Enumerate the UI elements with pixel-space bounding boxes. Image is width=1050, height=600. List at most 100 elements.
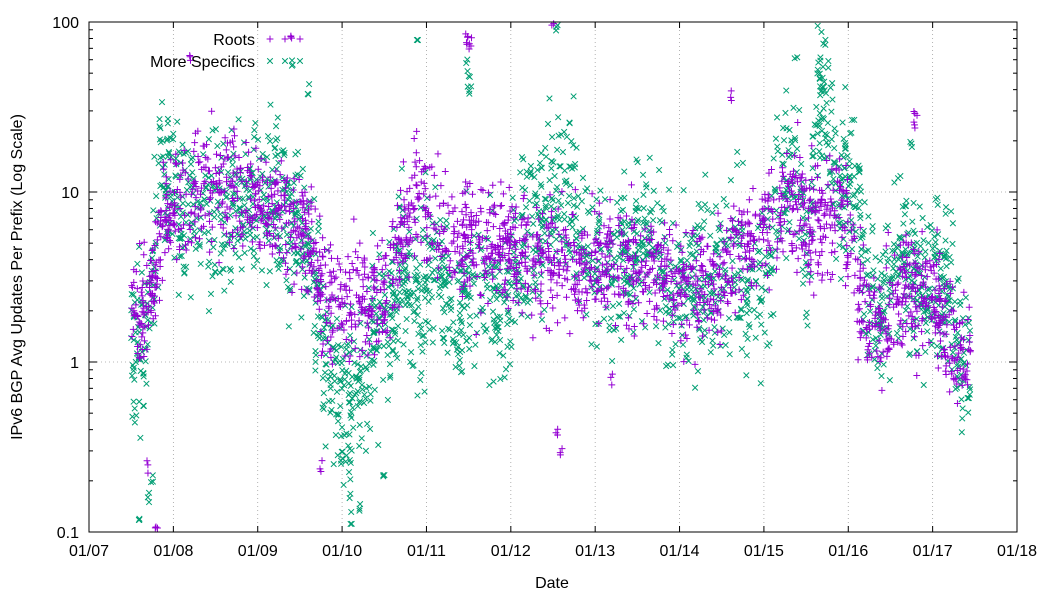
data-point (720, 259, 728, 267)
data-point (423, 224, 431, 231)
data-point (343, 452, 350, 459)
data-point (645, 269, 653, 276)
data-point (480, 322, 487, 329)
data-point (656, 217, 664, 224)
data-point (960, 288, 968, 296)
data-point (682, 229, 690, 236)
data-point (251, 126, 258, 134)
data-point (381, 316, 388, 324)
data-point (563, 133, 571, 140)
data-point (646, 289, 653, 296)
data-point (165, 150, 173, 157)
data-point (220, 266, 227, 273)
data-point (701, 218, 708, 225)
data-point (615, 283, 623, 291)
data-point (463, 253, 471, 260)
data-point (462, 178, 470, 186)
data-point (134, 338, 141, 346)
data-point (890, 261, 898, 268)
data-point (778, 177, 786, 185)
data-point (217, 211, 224, 218)
data-point (345, 468, 353, 476)
data-point (443, 217, 450, 224)
data-point (829, 79, 836, 87)
data-point (739, 159, 746, 167)
outlier-point (934, 201, 941, 208)
data-point (551, 223, 559, 231)
data-point (346, 399, 354, 406)
data-point (613, 325, 620, 332)
data-point (530, 220, 537, 227)
data-point (597, 187, 604, 194)
data-point (429, 339, 436, 346)
data-point (276, 171, 284, 179)
data-point (856, 223, 864, 231)
data-point (965, 303, 973, 311)
data-point (561, 178, 569, 185)
data-point (639, 250, 647, 257)
data-point (489, 336, 496, 343)
x-tick-label: 01/11 (407, 543, 446, 560)
data-point (858, 252, 865, 259)
data-point (285, 323, 292, 330)
data-point (699, 225, 707, 232)
data-point (731, 239, 738, 246)
data-point (586, 209, 593, 217)
data-point (770, 155, 777, 162)
outlier-point (289, 61, 296, 68)
data-point (419, 332, 426, 340)
data-point (265, 237, 272, 244)
data-point (454, 217, 461, 225)
data-point (356, 368, 364, 376)
data-point (235, 154, 243, 161)
data-point (363, 352, 370, 359)
outlier-point (304, 90, 311, 98)
data-point (497, 178, 505, 186)
data-point (448, 193, 456, 201)
data-point (571, 160, 579, 168)
data-point (411, 317, 418, 325)
data-point (904, 231, 911, 238)
outlier-point (607, 373, 615, 381)
data-point (483, 227, 491, 235)
data-point (426, 193, 434, 201)
data-point (330, 460, 337, 468)
data-point (669, 303, 677, 310)
data-point (500, 190, 507, 198)
data-point (208, 107, 216, 115)
data-point (153, 219, 161, 227)
data-point (386, 360, 394, 368)
data-point (860, 310, 868, 318)
data-point (368, 295, 376, 302)
data-point (630, 285, 637, 292)
data-point (384, 272, 392, 280)
data-point (814, 130, 821, 137)
data-point (456, 331, 463, 338)
data-point (831, 125, 838, 132)
data-point (904, 250, 911, 257)
data-point (946, 307, 953, 314)
data-point (817, 54, 824, 61)
data-point (416, 321, 424, 328)
data-point (354, 254, 362, 261)
data-point (397, 214, 405, 222)
data-point (739, 276, 746, 284)
data-point (182, 263, 190, 271)
data-point (541, 195, 549, 203)
data-point (531, 272, 538, 279)
data-point (529, 334, 537, 342)
data-point (816, 140, 823, 147)
data-point (223, 230, 230, 238)
data-point (898, 341, 906, 349)
data-point (788, 248, 796, 255)
data-point (660, 293, 667, 300)
data-point (563, 267, 571, 275)
data-point (911, 245, 918, 252)
data-point (892, 286, 899, 294)
data-point (350, 338, 358, 345)
outlier-point (727, 87, 735, 95)
data-point (423, 232, 431, 240)
data-point (471, 232, 478, 240)
data-point (412, 149, 420, 157)
data-point (521, 186, 529, 194)
